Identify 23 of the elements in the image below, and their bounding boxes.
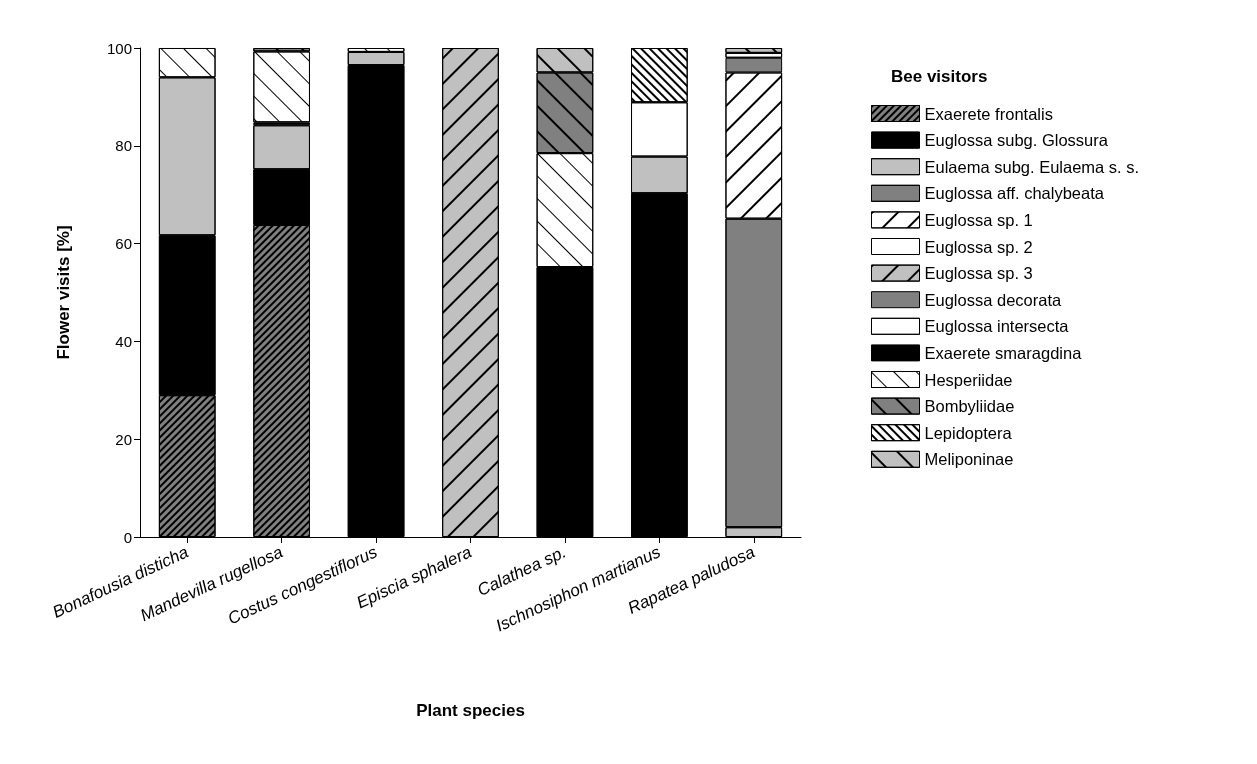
legend-label: Lepidoptera (924, 423, 1013, 442)
legend-title: Bee visitors (891, 67, 988, 86)
y-tick-label: 80 (115, 137, 132, 155)
y-tick-label: 20 (115, 430, 132, 448)
x-axis-title: Plant species (416, 701, 525, 720)
legend-label: Exaerete smaragdina (924, 343, 1083, 362)
legend-label: Euglossa aff. chalybeata (924, 184, 1105, 203)
legend-label: Euglossa sp. 2 (924, 237, 1033, 256)
legend-label: Bombyliidae (924, 397, 1015, 416)
legend-label: Exaerete frontalis (924, 104, 1053, 123)
y-tick-label: 60 (115, 235, 132, 253)
legend-label: Euglossa subg. Glossura (924, 131, 1109, 150)
y-tick-label: 0 (123, 528, 132, 546)
y-axis-title: Flower visits [%] (54, 225, 73, 360)
legend-label: Meliponinae (924, 450, 1014, 469)
y-tick-label: 100 (106, 39, 132, 57)
legend-label: Eulaema subg. Eulaema s. s. (924, 157, 1140, 176)
legend-label: Euglossa intersecta (924, 317, 1070, 336)
legend-label: Hesperiidae (924, 370, 1013, 389)
legend-label: Euglossa decorata (924, 290, 1062, 309)
legend-label: Euglossa sp. 3 (924, 264, 1033, 283)
y-tick-label: 40 (115, 332, 132, 350)
legend-label: Euglossa sp. 1 (924, 210, 1033, 229)
